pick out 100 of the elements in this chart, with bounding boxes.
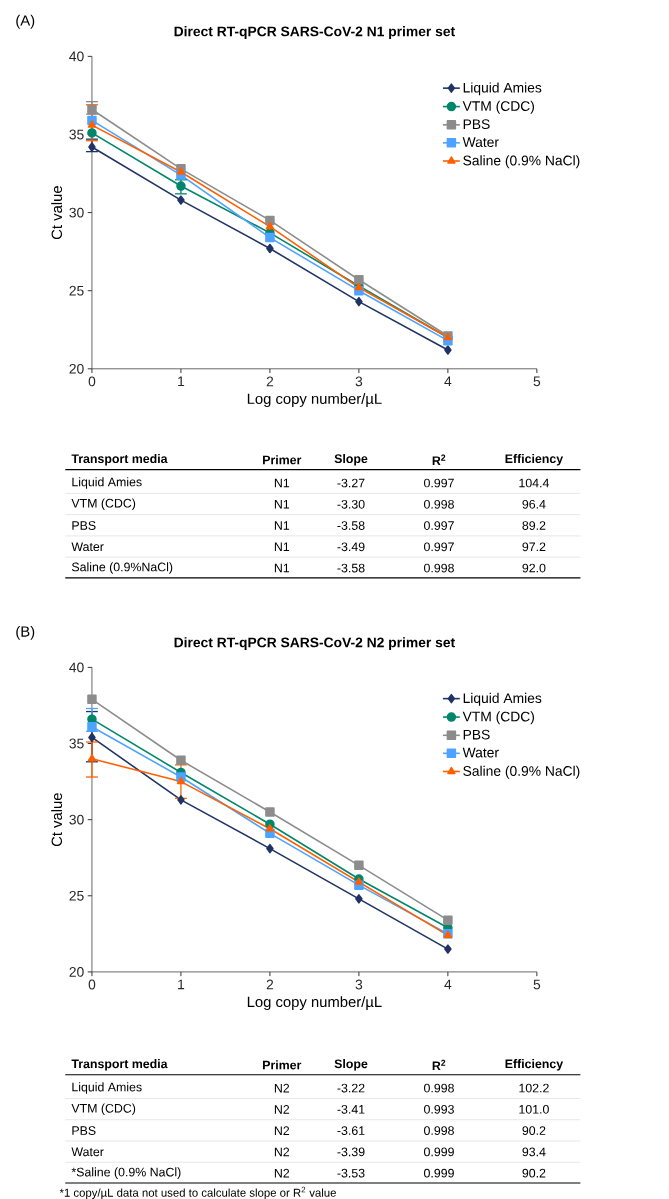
text: 101.0 — [519, 1104, 549, 1114]
text: *1 copy/µL data not used to calculate slope or R$^{2}$ value — [59, 1186, 336, 1199]
x-tick-label: 5 — [533, 376, 540, 387]
y-tick-label: 35 — [69, 129, 84, 140]
x-tick-label: 3 — [355, 376, 362, 387]
legend-label: PBS — [463, 729, 490, 740]
y-tick-label: 40 — [68, 662, 84, 673]
legend-label: VTM (CDC) — [462, 711, 534, 725]
x-tick-label: 1 — [177, 979, 184, 990]
text: -3.49 — [337, 542, 365, 552]
text: Slope — [334, 1059, 368, 1071]
text: -3.30 — [337, 499, 365, 509]
y-axis-title: Ct value — [50, 186, 62, 240]
y-tick-label: 25 — [69, 285, 84, 296]
text: 0.999 — [423, 1168, 454, 1178]
text: 0.997 — [423, 521, 454, 530]
text: *Saline (0.9% NaCl) — [71, 1167, 181, 1179]
text: Efficiency — [505, 1059, 563, 1071]
x-axis-title: Log copy number/µL — [247, 996, 382, 1011]
y-tick-label: 35 — [69, 738, 84, 749]
text: PBS — [72, 1126, 96, 1135]
y-tick-label: 30 — [69, 814, 84, 825]
text: Efficiency — [505, 453, 563, 466]
text: -3.61 — [337, 1126, 365, 1135]
text: Transport media — [71, 453, 168, 466]
text: 93.4 — [522, 1147, 546, 1157]
chart-title: Direct RT-qPCR SARS-CoV-2 N1 primer set — [174, 26, 455, 40]
text: 0.998 — [423, 1083, 454, 1093]
text: 0.998 — [423, 563, 454, 573]
text: N1 — [274, 478, 289, 488]
y-tick-label: 20 — [69, 363, 84, 374]
text: N2 — [274, 1105, 289, 1114]
legend-label: Water — [462, 747, 499, 758]
chart-title: Direct RT-qPCR SARS-CoV-2 N2 primer set — [174, 637, 455, 651]
text: 89.2 — [522, 521, 546, 530]
text: Primer — [262, 1060, 301, 1070]
y-tick-label: 40 — [68, 51, 84, 62]
text: 0.998 — [423, 499, 454, 509]
text: PBS — [72, 521, 96, 530]
x-tick-label: 4 — [444, 979, 452, 990]
text: N1 — [274, 542, 289, 552]
text: N2 — [274, 1083, 289, 1093]
text: -3.27 — [337, 478, 365, 488]
text: 92.0 — [522, 563, 546, 573]
text: (A) — [16, 14, 35, 29]
legend-label: Liquid Amies — [463, 82, 542, 96]
text: 97.2 — [522, 542, 546, 552]
text: N2 — [274, 1147, 289, 1157]
text: 0.999 — [423, 1147, 454, 1157]
text: 0.997 — [423, 478, 454, 488]
text: Transport media — [71, 1059, 168, 1071]
x-tick-label: 0 — [88, 979, 96, 990]
legend-label: Saline (0.9% NaCl) — [463, 765, 580, 779]
text: Primer — [262, 455, 301, 465]
x-tick-label: 4 — [444, 376, 452, 387]
x-axis-title: Log copy number/µL — [247, 393, 382, 407]
x-tick-label: 0 — [88, 376, 96, 387]
legend-label: Saline (0.9% NaCl) — [463, 155, 580, 169]
text: R$^{2}$ — [432, 1059, 446, 1071]
text: -3.58 — [337, 521, 365, 530]
legend-label: Liquid Amies — [463, 692, 542, 706]
text: R$^{2}$ — [432, 454, 446, 465]
text: N1 — [274, 563, 289, 573]
y-tick-label: 20 — [69, 967, 84, 977]
text: Liquid Amies — [72, 1082, 142, 1094]
y-axis-title: Ct value — [50, 793, 62, 847]
text: Slope — [334, 453, 368, 466]
text: 0.997 — [423, 542, 454, 552]
text: -3.58 — [337, 563, 365, 573]
legend-label: Water — [462, 137, 499, 147]
x-tick-label: 3 — [355, 979, 362, 990]
text: VTM (CDC) — [71, 498, 135, 511]
x-tick-label: 2 — [266, 979, 273, 990]
legend-label: PBS — [463, 119, 490, 130]
text: Liquid Amies — [72, 477, 142, 489]
x-tick-label: 2 — [266, 376, 273, 387]
text: N2 — [274, 1168, 289, 1178]
text: -3.53 — [337, 1168, 365, 1178]
text: 90.2 — [522, 1126, 546, 1135]
text: 0.993 — [423, 1104, 454, 1114]
text: 90.2 — [522, 1168, 546, 1178]
x-tick-label: 1 — [177, 376, 184, 387]
text: 104.4 — [519, 478, 549, 488]
text: 96.4 — [522, 499, 546, 509]
text: 0.998 — [423, 1126, 454, 1135]
text: (B) — [16, 625, 35, 640]
text: -3.22 — [337, 1083, 365, 1093]
legend-label: VTM (CDC) — [462, 100, 534, 114]
x-tick-label: 5 — [533, 979, 540, 990]
text: VTM (CDC) — [71, 1103, 135, 1116]
y-tick-label: 25 — [69, 890, 84, 901]
text: N1 — [274, 500, 289, 509]
text: Water — [71, 1147, 104, 1157]
text: 102.2 — [519, 1083, 549, 1093]
text: Saline (0.9%NaCl) — [71, 562, 173, 574]
text: N1 — [274, 521, 289, 530]
text: -3.39 — [337, 1147, 365, 1157]
text: N2 — [274, 1126, 289, 1135]
text: -3.41 — [337, 1104, 365, 1114]
text: Water — [71, 542, 104, 552]
